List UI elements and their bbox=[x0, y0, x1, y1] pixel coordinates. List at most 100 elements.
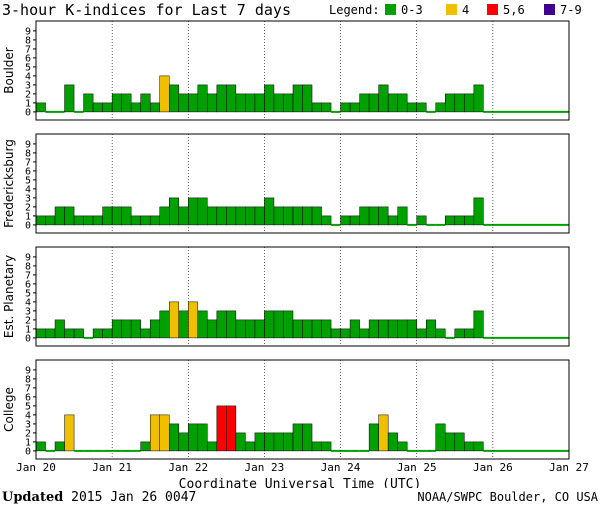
y-tick-label: 0 bbox=[25, 446, 31, 457]
kp-bar bbox=[454, 93, 465, 113]
kp-bar bbox=[473, 84, 484, 113]
kp-bar bbox=[54, 319, 65, 339]
kp-bar bbox=[340, 328, 351, 339]
y-tick-label: 0 bbox=[25, 107, 31, 118]
x-tick-label: Jan 24 bbox=[321, 461, 361, 474]
kp-bar bbox=[273, 432, 284, 452]
x-tick-label: Jan 27 bbox=[549, 461, 589, 474]
kp-bar bbox=[149, 215, 160, 226]
panel-frame bbox=[35, 246, 570, 347]
y-tick-label: 4 bbox=[25, 297, 31, 308]
kp-bar bbox=[397, 441, 408, 452]
kp-bar bbox=[149, 102, 160, 113]
kp-bar bbox=[54, 206, 65, 226]
y-tick-label: 9 bbox=[25, 26, 31, 37]
y-tick-label: 6 bbox=[25, 279, 31, 290]
kp-bar bbox=[111, 93, 122, 113]
y-tick-label: 2 bbox=[25, 315, 31, 326]
kp-bar bbox=[178, 206, 189, 226]
y-tick-label: 6 bbox=[25, 166, 31, 177]
kp-bar bbox=[435, 328, 446, 339]
kp-bar bbox=[178, 432, 189, 452]
kp-bar bbox=[464, 441, 475, 452]
kp-bar bbox=[140, 328, 151, 339]
kp-bar bbox=[197, 84, 208, 113]
kp-bar bbox=[378, 84, 389, 113]
kp-bar bbox=[264, 197, 275, 226]
kp-bar bbox=[387, 432, 398, 452]
legend-swatch-4 bbox=[446, 4, 457, 15]
kp-bar bbox=[188, 423, 199, 452]
kp-bar bbox=[226, 405, 237, 452]
kp-bar bbox=[92, 215, 103, 226]
kp-bar bbox=[207, 441, 218, 452]
kp-bar bbox=[273, 206, 284, 226]
kp-bar bbox=[73, 215, 84, 226]
y-tick-label: 8 bbox=[25, 35, 31, 46]
updated-footer: Updated 2015 Jan 26 0047 bbox=[2, 490, 196, 505]
panel-frame bbox=[35, 133, 570, 234]
kp-bar bbox=[292, 423, 303, 452]
kp-bar bbox=[216, 84, 227, 113]
kp-bar bbox=[121, 319, 132, 339]
legend-swatch-7-9 bbox=[544, 4, 555, 15]
legend-label: Legend: bbox=[329, 3, 380, 17]
kp-bar bbox=[235, 319, 246, 339]
updated-label: Updated bbox=[2, 490, 64, 505]
kp-bar bbox=[273, 310, 284, 339]
kp-bar bbox=[311, 102, 322, 113]
kp-bar bbox=[159, 206, 170, 226]
kp-bar bbox=[264, 84, 275, 113]
kp-bar bbox=[321, 215, 332, 226]
kp-bar bbox=[378, 319, 389, 339]
kp-bar bbox=[397, 93, 408, 113]
kp-bar bbox=[387, 319, 398, 339]
kp-bar bbox=[321, 102, 332, 113]
kp-bar bbox=[368, 206, 379, 226]
kp-bar bbox=[140, 93, 151, 113]
kp-bar bbox=[387, 93, 398, 113]
station-label-est-planetary: Est. Planetary bbox=[2, 255, 16, 338]
kp-bar bbox=[254, 206, 265, 226]
y-tick-label: 2 bbox=[25, 89, 31, 100]
kp-bar bbox=[111, 206, 122, 226]
kp-bar bbox=[159, 414, 170, 452]
kp-bar bbox=[54, 441, 65, 452]
y-tick-label: 7 bbox=[25, 270, 31, 281]
kp-bar bbox=[45, 215, 56, 226]
y-tick-label: 8 bbox=[25, 374, 31, 385]
kp-bar bbox=[35, 102, 46, 113]
kp-bar bbox=[35, 441, 46, 452]
y-tick-label: 3 bbox=[25, 193, 31, 204]
kp-bar bbox=[292, 206, 303, 226]
kp-bar bbox=[235, 432, 246, 452]
y-tick-label: 5 bbox=[25, 175, 31, 186]
kp-bar bbox=[464, 328, 475, 339]
panel-frame bbox=[35, 359, 570, 460]
kp-bar bbox=[102, 102, 113, 113]
kp-bar bbox=[216, 310, 227, 339]
x-tick-label: Jan 23 bbox=[245, 461, 285, 474]
legend-swatch-0-3 bbox=[385, 4, 396, 15]
kp-bar bbox=[406, 319, 417, 339]
k-index-chart: 3-hour K-indices for Last 7 days Legend:… bbox=[2, 1, 589, 488]
kp-bar bbox=[216, 405, 227, 452]
kp-bar bbox=[169, 301, 180, 339]
panels: 0123456789Boulder0123456789Fredericksbur… bbox=[2, 20, 570, 460]
kp-bar bbox=[83, 93, 94, 113]
legend-text-7-9: 7-9 bbox=[560, 3, 582, 17]
kp-bar bbox=[330, 328, 341, 339]
legend-text-0-3: 0-3 bbox=[401, 3, 423, 17]
kp-bar bbox=[245, 93, 256, 113]
kp-bar bbox=[283, 206, 294, 226]
kp-bar bbox=[425, 319, 437, 339]
x-tick-label: Jan 21 bbox=[92, 461, 132, 474]
y-tick-label: 1 bbox=[25, 98, 31, 109]
kp-bar bbox=[197, 310, 208, 339]
y-tick-label: 6 bbox=[25, 392, 31, 403]
kp-bar bbox=[292, 319, 303, 339]
kp-bar bbox=[435, 423, 446, 452]
kp-bar bbox=[245, 441, 256, 452]
